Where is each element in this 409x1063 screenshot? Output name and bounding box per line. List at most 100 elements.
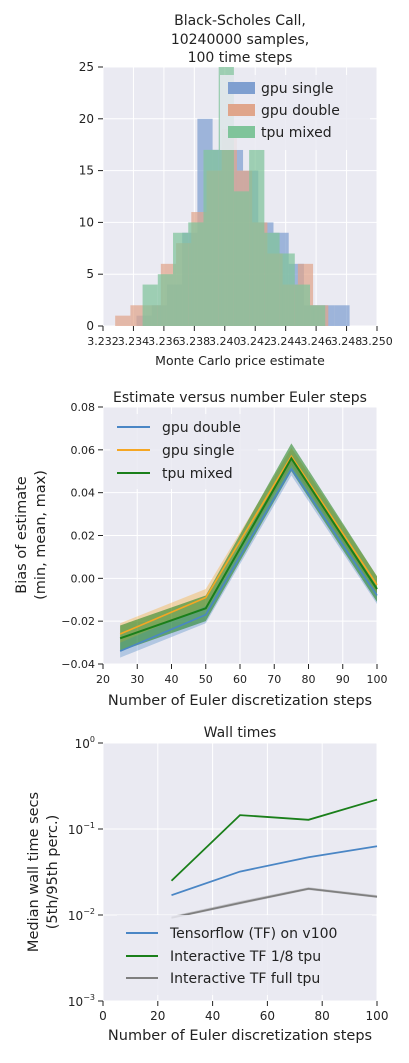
wall-line-interactive-tf-1-8-tpu [170, 798, 378, 882]
chart2-y-tick-label: 0.06 [71, 444, 96, 457]
hist-bar-tpu-mixed [173, 232, 189, 326]
legend-swatch-tpu-mixed [228, 126, 255, 138]
chart1-y-tick-label: 10 [79, 215, 94, 229]
chart2-y-axis-label-line2: (min, mean, max) [33, 470, 49, 600]
chart1-x-tick-label: 3.244 [270, 335, 302, 348]
chart1-x-tick-label: 3.236 [148, 335, 180, 348]
chart2-y-tick-label: 0.02 [71, 530, 96, 543]
chart3-legend-box [117, 915, 372, 995]
chart2-lines [119, 454, 378, 652]
chart3-x-tick-label: 100 [366, 1009, 389, 1023]
chart1-x-tick-label: 3.240 [209, 335, 241, 348]
hist-bar-tpu-mixed [157, 274, 174, 326]
chart2-x-tick-label: 50 [199, 673, 213, 686]
hist-bar-tpu-mixed [294, 284, 311, 326]
bias-line-tpu-mixed [119, 456, 378, 640]
hist-bar-tpu-mixed [279, 253, 295, 326]
chart2-x-tick-label: 100 [367, 673, 388, 686]
legend-label-tpu-mixed-2: tpu mixed [162, 466, 233, 482]
hist-bar-tpu-mixed [203, 149, 219, 326]
wall-times-chart: 0 20 40 60 80 100 10−3 10−2 10−1 100 Wall times N… [26, 725, 388, 1044]
legend-label-gpu-double: gpu double [261, 103, 340, 119]
hist-bar-tpu-mixed [233, 191, 250, 326]
chart3-x-tick-label: 40 [205, 1009, 220, 1023]
hist-bar-gpu-single [334, 305, 350, 326]
chart2-x-tick-label: 70 [267, 673, 281, 686]
chart2-x-tick-label: 60 [233, 673, 247, 686]
bias-line-gpu-single [119, 454, 378, 635]
chart2-x-axis-label: Number of Euler discretization steps [108, 693, 372, 709]
chart2-x-tick-label: 30 [130, 673, 144, 686]
chart3-ticks: 0 20 40 60 80 100 10−3 10−2 10−1 100 [68, 735, 389, 1023]
chart1-x-axis-label: Monte Carlo price estimate [155, 353, 325, 368]
chart1-y-tick-label: 25 [79, 60, 94, 74]
bias-band-tpu-mixed [120, 443, 377, 652]
chart1-bars [115, 67, 350, 326]
chart3-y-tick-label: 10−2 [68, 907, 95, 923]
chart1-y-tick-label: 20 [79, 112, 94, 126]
chart1-x-tick-label: 3.248 [331, 335, 363, 348]
chart1-x-tick-label: 3.232 [87, 335, 119, 348]
hist-bar-tpu-mixed [188, 222, 204, 326]
legend-label-gpu-single-2: gpu single [162, 443, 235, 459]
hist-bar-gpu-double [115, 315, 131, 326]
chart1-legend: gpu single gpu double tpu mixed [220, 75, 370, 150]
chart1-x-tick-label: 3.242 [239, 335, 271, 348]
chart3-x-tick-label: 20 [150, 1009, 165, 1023]
chart1-x-tick-label: 3.234 [118, 335, 150, 348]
chart3-legend: Tensorflow (TF) on v100 Interactive TF 1… [117, 915, 372, 995]
chart3-y-tick-label: 100 [75, 735, 95, 751]
legend-label-gpu-double-2: gpu double [162, 420, 241, 436]
wall-line-tensorflow-tf-on-v100 [171, 845, 378, 897]
histogram-chart: Black-Scholes Call, 10240000 samples, 10… [79, 13, 393, 368]
chart1-title-line2: 10240000 samples, [171, 32, 309, 48]
legend-label-tpu-mixed: tpu mixed [261, 125, 332, 141]
chart1-title-line1: Black-Scholes Call, [174, 13, 306, 29]
chart2-y-tick-label: −0.04 [61, 658, 95, 671]
chart1-ticks: 3.2323.2343.2363.2383.2403.2423.2443.246… [79, 60, 393, 348]
chart3-x-tick-label: 60 [260, 1009, 275, 1023]
chart2-bands [120, 443, 377, 658]
chart2-x-tick-label: 20 [96, 673, 110, 686]
chart3-x-tick-label: 80 [315, 1009, 330, 1023]
wall-line-interactive-tf-full-tpu [171, 887, 378, 919]
chart1-y-tick-label: 15 [79, 164, 94, 178]
legend-label-tf-full-tpu: Interactive TF full tpu [170, 971, 320, 987]
chart2-x-tick-label: 80 [302, 673, 316, 686]
chart2-legend: gpu double gpu single tpu mixed [110, 414, 258, 489]
bias-chart: 20 30 40 50 60 70 80 90 100 −0.04 −0.02 0.00 0.02 0.0… [14, 390, 388, 709]
legend-label-gpu-single: gpu single [261, 81, 334, 97]
bias-line-gpu-double [119, 467, 378, 652]
chart3-y-axis-label-line1: Median wall time secs [26, 792, 42, 952]
chart1-x-tick-label: 3.246 [300, 335, 332, 348]
legend-swatch-gpu-single [228, 82, 255, 94]
hist-bar-tpu-mixed [142, 284, 158, 326]
chart1-y-tick-label: 5 [86, 267, 94, 281]
chart2-y-axis-label-line1: Bias of estimate [14, 476, 30, 593]
legend-label-tf-v100: Tensorflow (TF) on v100 [169, 926, 337, 942]
chart2-y-tick-label: 0.00 [71, 572, 96, 585]
chart3-title: Wall times [204, 725, 277, 741]
chart1-x-tick-label: 3.250 [361, 335, 393, 348]
chart3-x-axis-label: Number of Euler discretization steps [108, 1028, 372, 1044]
chart2-y-tick-label: 0.08 [71, 401, 96, 414]
legend-swatch-gpu-double [228, 104, 255, 116]
chart2-ticks: 20 30 40 50 60 70 80 90 100 −0.04 −0.02 0.00 0.02 0.0… [61, 401, 387, 686]
hist-bar-gpu-double [130, 305, 146, 326]
chart3-y-tick-label: 10−1 [68, 821, 95, 837]
chart2-y-tick-label: 0.04 [71, 487, 96, 500]
chart2-title: Estimate versus number Euler steps [113, 390, 367, 406]
chart3-lines [170, 798, 378, 919]
legend-label-tf-eighth-tpu: Interactive TF 1/8 tpu [170, 949, 321, 965]
chart1-x-tick-label: 3.238 [179, 335, 211, 348]
chart3-y-axis-label-line2: (5th/95th perc.) [45, 815, 61, 930]
hist-bar-tpu-mixed [249, 149, 265, 326]
hist-bar-tpu-mixed [264, 232, 280, 326]
chart2-y-tick-label: −0.02 [61, 615, 95, 628]
chart3-y-tick-label: 10−3 [68, 993, 95, 1009]
chart2-x-tick-label: 40 [165, 673, 179, 686]
hist-bar-tpu-mixed [310, 305, 326, 326]
chart3-x-tick-label: 0 [99, 1009, 107, 1023]
chart1-title-line3: 100 time steps [188, 50, 293, 66]
